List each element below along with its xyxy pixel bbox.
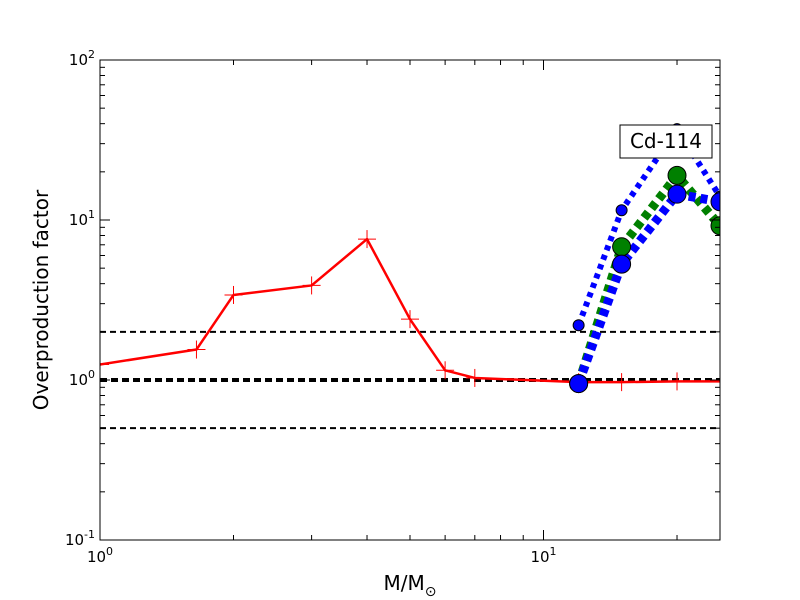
series-0-point-2	[224, 285, 243, 304]
series-0-point-6	[436, 361, 455, 380]
annotation-frame	[619, 124, 713, 159]
series-markers	[100, 123, 720, 394]
y-tick-label-0: 10-1	[65, 528, 95, 549]
annotation-box: Cd-114	[619, 124, 713, 159]
series-line-0	[100, 237, 720, 384]
series-2-point-1	[612, 237, 632, 257]
series-3-point-3	[710, 192, 720, 212]
series-0-point-5	[401, 310, 419, 329]
x-axis-label-base: M/M	[384, 571, 425, 595]
series-line-3	[574, 189, 720, 386]
y-axis-label: Overproduction factor	[29, 189, 53, 410]
reference-lines	[100, 330, 720, 430]
series-0-point-11	[711, 372, 720, 391]
series-0-point-0	[100, 355, 109, 374]
series-0-point-4	[358, 230, 377, 249]
series-3-point-1	[612, 254, 632, 274]
x-tick-label-0: 100	[87, 545, 113, 566]
series-3-point-2	[667, 184, 687, 204]
series-0-point-1	[187, 340, 206, 359]
annotation-label: Cd-114	[630, 129, 702, 153]
y-tick-label-2: 101	[69, 208, 95, 229]
series-1-point-0	[572, 319, 585, 332]
x-tick-label-1: 101	[530, 545, 556, 566]
axis-ticks	[99, 59, 720, 541]
y-tick-label-3: 102	[69, 48, 95, 69]
series-1-point-1	[615, 204, 628, 217]
x-axis-label: M/M⊙	[384, 571, 437, 600]
x-axis-label-sub: ⊙	[425, 584, 437, 600]
series-lines	[100, 126, 720, 386]
series-0-point-10	[668, 372, 687, 391]
series-2-point-3	[710, 216, 720, 236]
series-line-2	[574, 170, 720, 385]
y-tick-label-1: 100	[69, 368, 95, 389]
series-line-1	[575, 126, 720, 327]
series-0-point-7	[465, 368, 484, 387]
series-3-point-0	[569, 374, 589, 394]
series-2-point-2	[667, 165, 687, 185]
series-0-point-3	[302, 276, 321, 295]
plot-background	[100, 60, 720, 540]
series-0-point-9	[612, 373, 631, 392]
